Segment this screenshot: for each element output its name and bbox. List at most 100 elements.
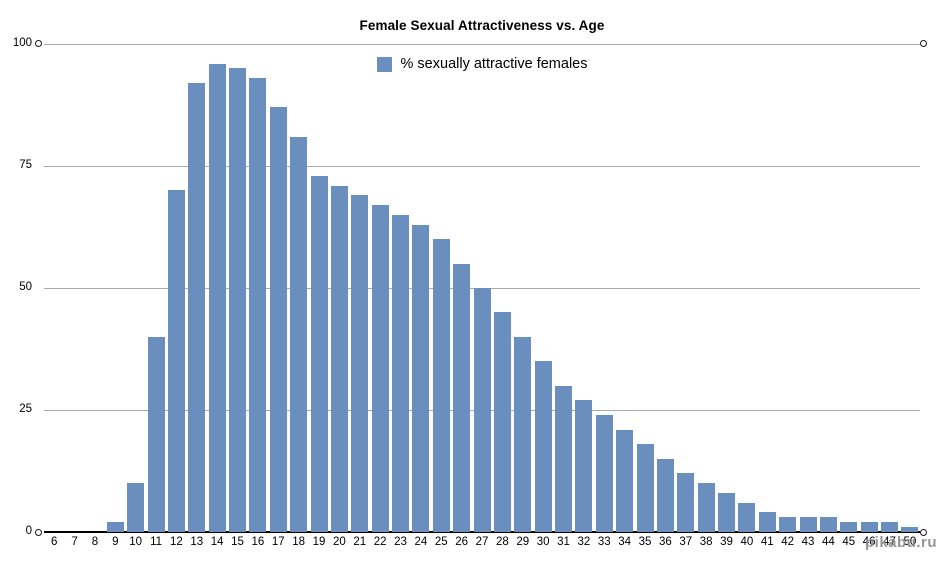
- bar-age-13: [188, 83, 206, 532]
- bar-slot: [105, 44, 125, 532]
- x-tick-label-29: 29: [516, 536, 530, 548]
- bar-slot: [44, 44, 64, 532]
- x-tick-label-42: 42: [781, 536, 795, 548]
- bar-age-25: [432, 239, 450, 532]
- x-tick-label-28: 28: [496, 536, 509, 548]
- bar-slot: [798, 44, 818, 532]
- x-axis-labels: 6 7 8 9 10 11 12 13 14 15 16 17 18 19 20 21 22 23 24 25 26 27…: [44, 536, 920, 548]
- x-tick-label-26: 26: [455, 536, 469, 548]
- x-tick-label-27: 27: [475, 536, 489, 548]
- legend: % sexually attractive females: [44, 55, 920, 73]
- bar-slot: [778, 44, 798, 532]
- x-tick-label-30: 30: [536, 536, 550, 548]
- bar-age-30: [534, 361, 552, 532]
- x-tick-label-43: 43: [801, 536, 815, 548]
- bar-age-15: [229, 68, 247, 532]
- x-tick-label-34: 34: [618, 536, 632, 548]
- bar-slot: [574, 44, 594, 532]
- bar-age-21: [351, 195, 369, 532]
- bar-slot: [146, 44, 166, 532]
- chart-title: Female Sexual Attractiveness vs. Age: [359, 18, 605, 33]
- x-tick-label-32: 32: [577, 536, 591, 548]
- x-tick-label-46: 46: [862, 536, 876, 548]
- bar-slot: [268, 44, 288, 532]
- bar-slot: [615, 44, 635, 532]
- x-tick-label-8: 8: [91, 536, 99, 548]
- x-tick-label-21: 21: [353, 536, 367, 548]
- axis-end-marker-top-right-icon: [920, 39, 927, 47]
- bar-age-41: [758, 512, 776, 532]
- x-tick-label-15: 15: [231, 536, 244, 548]
- bar-slot: [390, 44, 410, 532]
- bar-age-9: [106, 522, 124, 532]
- bar-age-23: [392, 214, 410, 532]
- bar-slot: [492, 44, 512, 532]
- bar-slot: [676, 44, 696, 532]
- x-tick-label-50: 50: [903, 536, 917, 548]
- bar-age-26: [453, 263, 471, 532]
- bar-age-11: [147, 336, 165, 532]
- gridline-75: [44, 165, 920, 167]
- x-tick-label-23: 23: [394, 536, 407, 548]
- bar-slot: [696, 44, 716, 532]
- x-tick-label-35: 35: [638, 536, 652, 548]
- x-tick-label-45: 45: [842, 536, 856, 548]
- bar-age-22: [371, 205, 389, 532]
- x-tick-label-9: 9: [112, 536, 119, 548]
- x-tick-label-6: 6: [50, 536, 58, 548]
- x-axis-line: [44, 531, 920, 533]
- bar-age-36: [656, 458, 674, 532]
- y-tick-label-50: 50: [19, 281, 32, 293]
- y-tick-label-75: 75: [19, 159, 32, 171]
- bar-age-10: [127, 483, 145, 532]
- bar-age-27: [473, 288, 491, 532]
- x-tick-label-10: 10: [129, 536, 143, 548]
- bar-slot: [289, 44, 309, 532]
- bar-age-24: [412, 224, 430, 532]
- bar-age-50: [901, 527, 919, 532]
- bar-age-19: [310, 175, 328, 532]
- x-tick-label-19: 19: [312, 536, 326, 548]
- x-tick-label-14: 14: [210, 536, 224, 548]
- x-tick-label-22: 22: [373, 536, 387, 548]
- bar-slot: [370, 44, 390, 532]
- x-tick-label-13: 13: [190, 536, 204, 548]
- axis-end-marker-bottom-left-icon: [35, 528, 42, 536]
- x-tick-label-24: 24: [414, 536, 428, 548]
- bar-slot: [350, 44, 370, 532]
- bar-age-38: [697, 483, 715, 532]
- y-tick-label-100: 100: [12, 37, 32, 49]
- x-tick-label-7: 7: [71, 536, 78, 548]
- x-tick-label-39: 39: [720, 536, 733, 548]
- bar-slot: [431, 44, 451, 532]
- bar-slot: [533, 44, 553, 532]
- x-tick-label-44: 44: [822, 536, 835, 548]
- bar-age-39: [718, 492, 736, 532]
- bar-age-34: [616, 429, 634, 532]
- bar-slot: [818, 44, 838, 532]
- legend-label: % sexually attractive females: [400, 56, 588, 72]
- bar-slot: [411, 44, 431, 532]
- x-tick-label-38: 38: [699, 536, 713, 548]
- bar-age-29: [514, 336, 532, 532]
- bar-age-43: [799, 517, 817, 532]
- watermark: pikabu.ru: [864, 534, 937, 551]
- bar-slot: [329, 44, 349, 532]
- bar-age-40: [738, 502, 756, 532]
- bars-row: [44, 44, 920, 532]
- x-tick-label-36: 36: [659, 536, 672, 548]
- bar-age-33: [595, 414, 613, 532]
- bar-slot: [472, 44, 492, 532]
- bar-slot: [85, 44, 105, 532]
- bar-age-12: [167, 190, 185, 532]
- bar-age-18: [290, 136, 308, 532]
- bar-slot: [187, 44, 207, 532]
- bar-age-45: [840, 522, 858, 532]
- bar-slot: [126, 44, 146, 532]
- bar-slot: [166, 44, 186, 532]
- bar-slot: [309, 44, 329, 532]
- bar-slot: [879, 44, 899, 532]
- bar-slot: [859, 44, 879, 532]
- bar-slot: [594, 44, 614, 532]
